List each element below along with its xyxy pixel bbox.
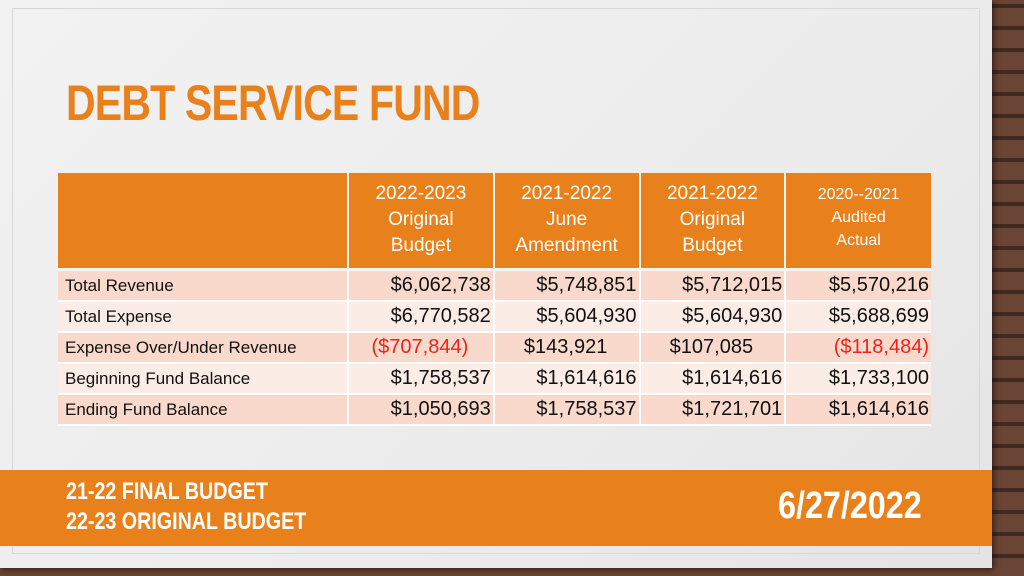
slide: DEBT SERVICE FUND 2022-2023 Original Bud… [0,0,992,568]
table-cell: $107,085 [639,332,787,364]
table-cell: $5,604,930 [493,301,641,333]
table-cell: $1,614,616 [493,363,641,395]
header-row: 2022-2023 Original Budget 2021-2022 June… [58,173,931,271]
row-label: Ending Fund Balance [58,394,349,426]
table-cell: $6,770,582 [348,301,495,333]
row-label: Total Expense [58,301,349,333]
row-label: Expense Over/Under Revenue [58,332,349,364]
table-cell: $1,758,537 [493,394,641,426]
footer-date: 6/27/2022 [778,485,922,527]
table-cell: $5,604,930 [639,301,787,333]
table-cell: $1,721,701 [639,394,787,426]
table-cell: $1,050,693 [348,394,495,426]
table-cell: $5,712,015 [639,269,787,302]
slide-frame [12,8,980,554]
table-cell: $1,733,100 [785,363,931,395]
budget-table: 2022-2023 Original Budget 2021-2022 June… [58,173,931,426]
table-row: Total Expense $6,770,582 $5,604,930 $5,6… [58,301,931,333]
table-cell-negative: ($118,484) [785,332,931,364]
table-cell: $5,688,699 [785,301,931,333]
slide-title: DEBT SERVICE FUND [66,75,480,131]
header-cell-2022-2023-original: 2022-2023 Original Budget [348,173,495,271]
header-cell-2021-2022-original: 2021-2022 Original Budget [639,173,787,271]
table-cell: $143,921 [493,332,641,364]
table-row: Expense Over/Under Revenue ($707,844) $1… [58,332,931,364]
footer-budget-label: 21-22 FINAL BUDGET 22-23 ORIGINAL BUDGET [66,478,307,535]
table-cell: $1,758,537 [348,363,495,395]
table-row: Total Revenue $6,062,738 $5,748,851 $5,7… [58,269,931,302]
header-cell-2020-2021-audited: 2020--2021 Audited Actual [785,173,931,271]
table-cell: $5,748,851 [493,269,641,302]
table-cell-negative: ($707,844) [348,332,495,364]
row-label: Total Revenue [58,269,349,302]
header-cell-empty [58,173,349,271]
header-cell-2021-2022-june: 2021-2022 June Amendment [493,173,641,271]
table-cell: $6,062,738 [348,269,495,302]
row-label: Beginning Fund Balance [58,363,349,395]
table-cell: $1,614,616 [785,394,931,426]
table-cell: $1,614,616 [639,363,787,395]
table-cell: $5,570,216 [785,269,931,302]
table-row: Beginning Fund Balance $1,758,537 $1,614… [58,363,931,395]
footer-bar: 21-22 FINAL BUDGET 22-23 ORIGINAL BUDGET… [0,470,992,546]
table-row: Ending Fund Balance $1,050,693 $1,758,53… [58,394,931,426]
